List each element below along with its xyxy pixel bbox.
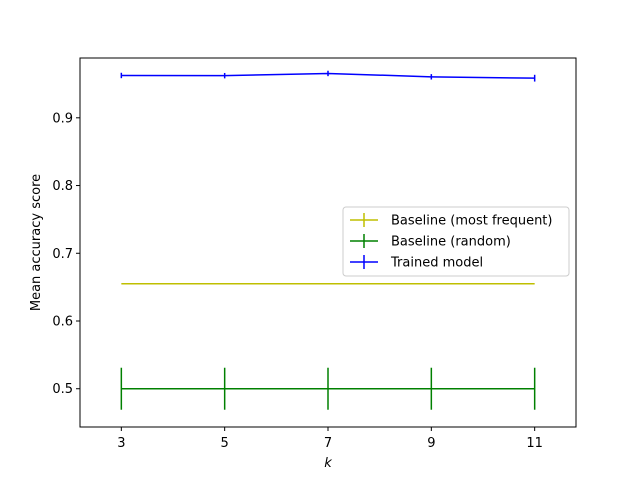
series-2 — [120, 367, 536, 410]
x-tick-label: 5 — [221, 436, 229, 451]
legend: Baseline (most frequent) Baseline (random… — [342, 206, 570, 277]
y-tick-label: 0.8 — [52, 179, 73, 194]
legend-label: Baseline (random) — [391, 235, 511, 250]
x-tick-label: 11 — [526, 436, 543, 451]
series-layer — [120, 70, 536, 410]
series-3 — [120, 70, 536, 82]
y-axis-label: Mean accuracy score — [29, 174, 44, 311]
legend-item: Baseline (random) — [350, 234, 511, 250]
x-tick-label: 3 — [117, 436, 125, 451]
x-tick-label: 9 — [427, 436, 435, 451]
legend-item: Trained model — [350, 255, 483, 271]
legend-label: Trained model — [390, 256, 483, 271]
y-tick-label: 0.7 — [52, 247, 73, 262]
y-tick-label: 0.9 — [52, 111, 73, 126]
y-tick-label: 0.5 — [52, 382, 73, 397]
plot-frame — [79, 57, 577, 428]
y-tick-label: 0.6 — [52, 315, 73, 330]
x-axis: 3 5 7 9 11 — [117, 427, 543, 451]
legend-box — [342, 206, 570, 277]
x-axis-label: k — [324, 456, 332, 471]
x-tick-label: 7 — [324, 436, 332, 451]
y-axis: 0.5 0.6 0.7 0.8 0.9 — [52, 111, 80, 397]
legend-items: Baseline (most frequent) Baseline (random… — [350, 213, 552, 271]
legend-item: Baseline (most frequent) — [350, 213, 552, 229]
legend-label: Baseline (most frequent) — [391, 214, 552, 229]
